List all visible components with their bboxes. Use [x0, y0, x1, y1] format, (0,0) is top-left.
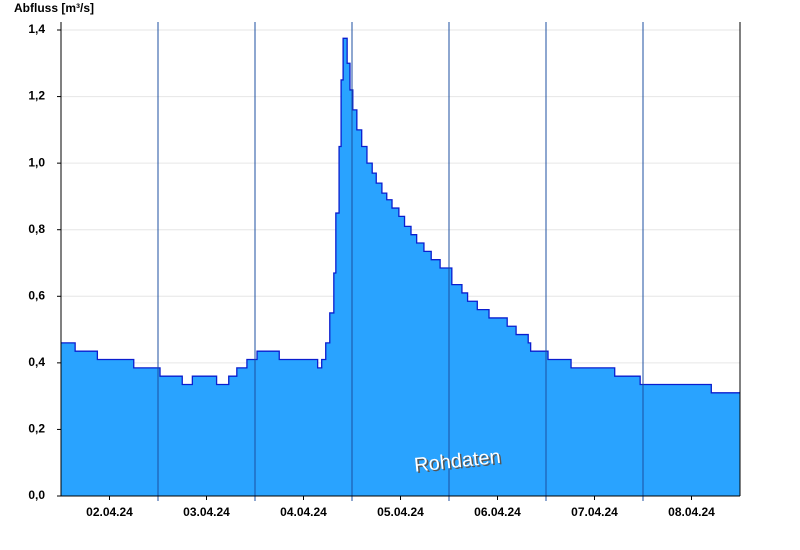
area	[61, 38, 740, 496]
x-tick-label: 02.04.24	[86, 505, 133, 519]
y-tick-label: 0,6	[28, 288, 45, 302]
y-tick-label: 1,2	[28, 89, 45, 103]
x-tick-label: 07.04.24	[571, 505, 618, 519]
x-tick-label: 08.04.24	[668, 505, 715, 519]
x-tick-label: 04.04.24	[280, 505, 327, 519]
x-tick-label: 03.04.24	[183, 505, 230, 519]
x-tick-label: 05.04.24	[377, 505, 424, 519]
x-tick-label: 06.04.24	[474, 505, 521, 519]
y-tick-label: 1,4	[28, 22, 45, 36]
y-tick-label: 0,8	[28, 222, 45, 236]
y-axis-label: Abfluss [m³/s]	[14, 1, 94, 15]
line	[61, 37, 740, 394]
y-tick-label: 0,2	[28, 422, 45, 436]
y-tick-label: 0,0	[28, 488, 45, 502]
y-tick-label: 0,4	[28, 355, 45, 369]
y-tick-label: 1,0	[28, 155, 45, 169]
